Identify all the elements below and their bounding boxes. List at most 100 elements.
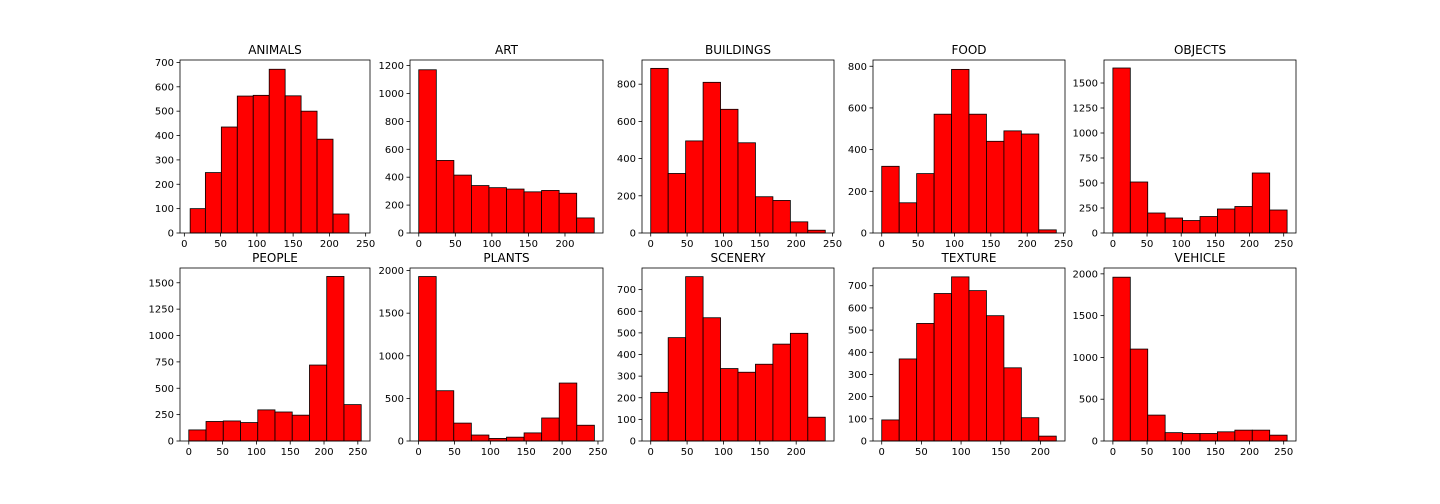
x-tick-label: 200	[787, 447, 806, 458]
y-tick-label: 100	[155, 204, 174, 215]
y-tick-label: 500	[155, 384, 174, 395]
histogram-bar	[772, 343, 791, 442]
x-tick-label: 250	[588, 447, 607, 458]
x-tick-label: 0	[416, 239, 422, 250]
y-tick-label: 600	[848, 103, 867, 114]
histogram-bar	[1129, 348, 1149, 442]
histogram-bar	[274, 411, 293, 442]
histogram-bar	[968, 113, 987, 234]
y-tick-label: 2000	[1073, 269, 1098, 280]
histogram-bar	[453, 422, 472, 442]
histogram-bar	[1038, 229, 1057, 234]
histogram-bar	[1251, 172, 1271, 234]
y-tick-label: 500	[1079, 179, 1098, 190]
y-tick-label: 0	[861, 229, 867, 240]
histogram-bar	[881, 419, 900, 442]
y-tick-label: 1250	[149, 305, 174, 316]
panel-title: ART	[495, 43, 519, 57]
x-tick-label: 0	[1110, 239, 1116, 250]
x-tick-label: 100	[952, 447, 971, 458]
histogram-bar	[523, 191, 542, 234]
histogram-bar	[685, 140, 704, 234]
histogram-bar	[300, 110, 318, 234]
y-tick-label: 0	[168, 229, 174, 240]
histogram-bar	[1112, 276, 1131, 442]
y-tick-label: 1000	[1073, 353, 1098, 364]
histogram-bar	[1269, 434, 1288, 442]
x-tick-label: 0	[186, 447, 192, 458]
x-tick-label: 250	[356, 239, 375, 250]
histogram-bar	[737, 371, 756, 442]
panel-title: SCENERY	[710, 251, 766, 265]
x-tick-label: 250	[823, 239, 842, 250]
panel-texture: TEXTURE 0 50 100 150 200 0 100 200 300 400 500 600 7…	[848, 251, 1066, 458]
histogram-bar	[1164, 217, 1183, 234]
y-tick-label: 0	[398, 229, 404, 240]
x-tick-label: 200	[1031, 447, 1050, 458]
axes-frame	[409, 59, 604, 234]
histogram-bar	[316, 138, 334, 234]
axes-frame	[179, 59, 371, 234]
histogram-bar	[488, 187, 507, 234]
x-tick-label: 150	[519, 239, 538, 250]
histogram-bar	[1251, 429, 1271, 442]
histogram-bar	[558, 382, 578, 442]
y-tick-label: 100	[848, 414, 867, 425]
x-tick-label: 50	[681, 447, 694, 458]
y-tick-label: 200	[617, 393, 636, 404]
histogram-bar	[933, 113, 952, 234]
y-tick-label: 250	[155, 410, 174, 421]
panel-animals: ANIMALS 0 50 100 150 200 250 0 100 200 300 400 500 6…	[155, 43, 375, 250]
panel-buildings: BUILDINGS 0 50 100 150 200 250 0 200 400 600 800	[617, 43, 842, 250]
y-tick-label: 600	[617, 307, 636, 318]
panel-title: OBJECTS	[1174, 43, 1226, 57]
histogram-bar	[204, 172, 222, 234]
panel-title: PLANTS	[483, 251, 529, 265]
histogram-bar	[541, 190, 560, 234]
histogram-bar	[898, 358, 918, 442]
y-tick-label: 500	[155, 107, 174, 118]
y-tick-label: 750	[1079, 154, 1098, 165]
y-tick-label: 700	[848, 281, 867, 292]
axes-frame	[1103, 267, 1297, 442]
x-tick-label: 50	[915, 447, 928, 458]
y-tick-label: 200	[617, 191, 636, 202]
histogram-bar	[755, 363, 774, 442]
histogram-bar	[702, 81, 721, 234]
histogram-bar	[1020, 133, 1040, 234]
histogram-bar	[898, 202, 918, 234]
y-tick-label: 600	[385, 145, 404, 156]
panel-title: TEXTURE	[941, 251, 997, 265]
histogram-bar	[667, 337, 687, 442]
x-tick-label: 50	[449, 239, 462, 250]
x-tick-label: 100	[714, 239, 733, 250]
y-tick-label: 1250	[1073, 104, 1098, 115]
y-tick-label: 250	[1079, 204, 1098, 215]
y-tick-label: 100	[617, 415, 636, 426]
x-tick-label: 150	[517, 447, 536, 458]
y-tick-label: 1500	[149, 278, 174, 289]
y-tick-label: 800	[617, 80, 636, 91]
y-tick-label: 400	[848, 145, 867, 156]
y-tick-label: 2000	[379, 266, 404, 277]
histogram-bar	[541, 417, 560, 442]
histogram-bar	[968, 290, 987, 442]
histogram-bar	[222, 420, 241, 442]
panel-title: ANIMALS	[248, 43, 302, 57]
histogram-bar	[523, 432, 543, 442]
histogram-bar	[1217, 431, 1236, 442]
histogram-bar	[236, 95, 254, 234]
x-tick-label: 150	[281, 447, 300, 458]
y-tick-label: 400	[385, 173, 404, 184]
x-tick-label: 50	[1141, 447, 1154, 458]
histogram-bar	[986, 140, 1005, 234]
y-tick-label: 1200	[379, 61, 404, 72]
x-tick-label: 150	[1206, 447, 1225, 458]
x-tick-label: 0	[181, 239, 187, 250]
histogram-bar	[268, 68, 286, 234]
y-tick-label: 500	[385, 394, 404, 405]
y-tick-label: 1000	[1073, 129, 1098, 140]
x-tick-label: 100	[247, 239, 266, 250]
histogram-bar	[1217, 208, 1236, 234]
histogram-bar	[257, 409, 276, 442]
